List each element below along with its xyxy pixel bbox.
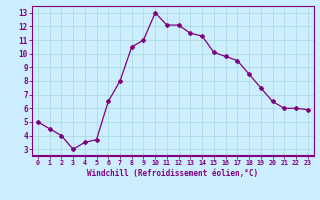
X-axis label: Windchill (Refroidissement éolien,°C): Windchill (Refroidissement éolien,°C) xyxy=(87,169,258,178)
